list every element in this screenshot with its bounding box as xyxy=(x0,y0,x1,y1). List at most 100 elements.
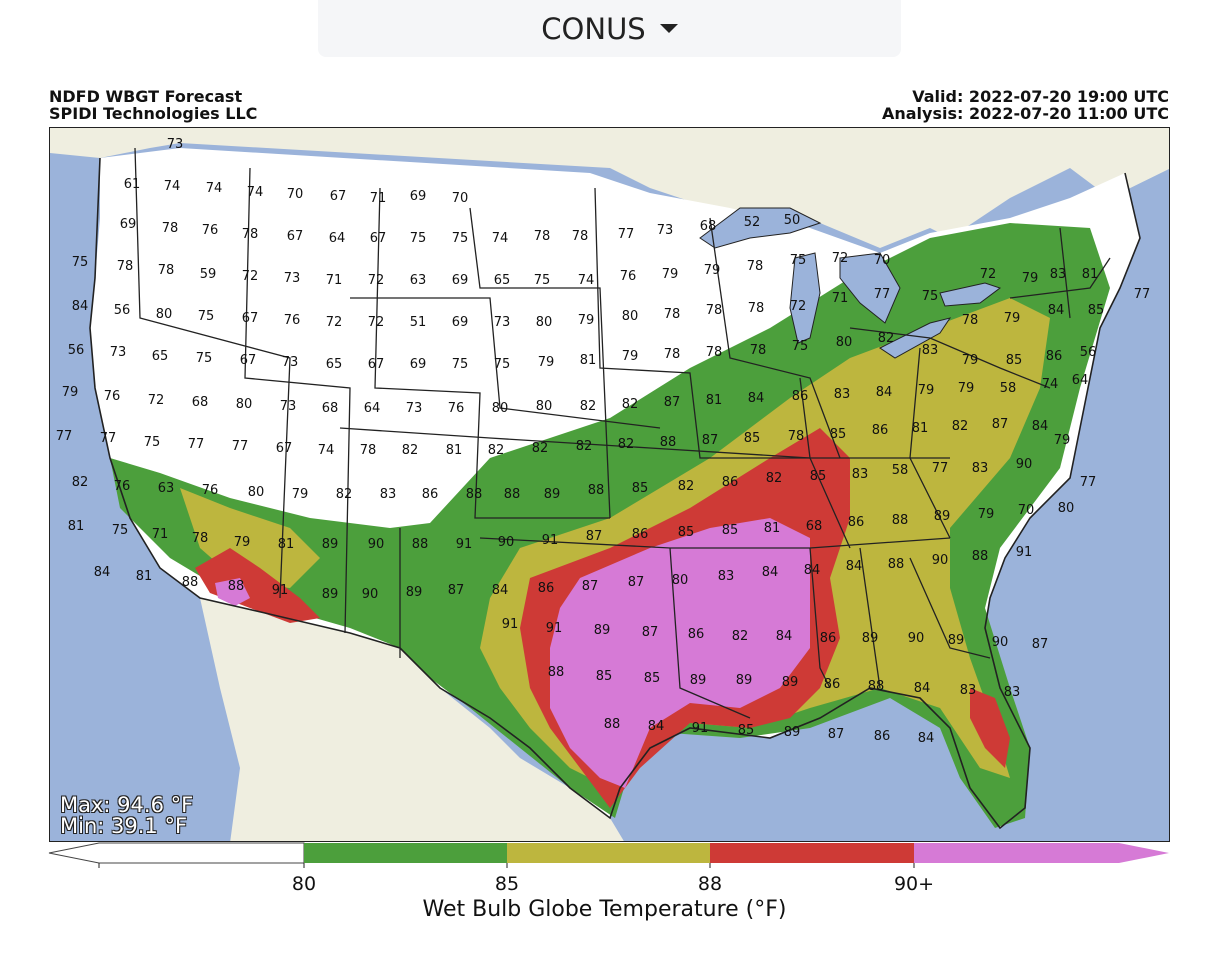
station-value-label: 75 xyxy=(494,357,511,372)
station-value-label: 82 xyxy=(488,443,505,458)
station-value-label: 82 xyxy=(532,441,549,456)
station-value-label: 78 xyxy=(162,221,179,236)
tick-label-88: 88 xyxy=(697,873,723,895)
station-value-label: 70 xyxy=(1018,503,1035,518)
station-value-label: 91 xyxy=(272,583,289,598)
station-value-label: 85 xyxy=(830,427,847,442)
station-value-label: 75 xyxy=(196,351,213,366)
station-value-label: 77 xyxy=(874,287,891,302)
station-value-label: 89 xyxy=(322,537,339,552)
station-value-label: 80 xyxy=(1058,501,1075,516)
station-value-label: 74 xyxy=(206,181,223,196)
station-value-label: 71 xyxy=(326,273,343,288)
lake-ontario xyxy=(939,282,1002,307)
tick-label-90plus: 90+ xyxy=(893,873,935,895)
station-value-label: 71 xyxy=(152,527,169,542)
caret-down-icon xyxy=(659,24,678,33)
station-value-label: 85 xyxy=(596,669,613,684)
station-value-label: 77 xyxy=(56,429,73,444)
station-value-label: 56 xyxy=(68,343,85,358)
map-header-left: NDFD WBGT Forecast SPIDI Technologies LL… xyxy=(49,88,257,122)
station-value-label: 79 xyxy=(62,385,79,400)
station-value-label: 84 xyxy=(918,731,935,746)
band-88-90-florida xyxy=(970,688,1010,768)
station-value-label: 89 xyxy=(690,673,707,688)
station-value-label: 82 xyxy=(766,471,783,486)
station-value-label: 90 xyxy=(368,537,385,552)
station-value-label: 69 xyxy=(452,273,469,288)
valid-time: Valid: 2022-07-20 19:00 UTC xyxy=(912,87,1169,106)
station-value-label: 84 xyxy=(1048,303,1065,318)
station-value-label: 91 xyxy=(542,533,559,548)
station-value-label: 81 xyxy=(278,537,295,552)
station-value-label: 84 xyxy=(748,391,765,406)
station-value-label: 75 xyxy=(792,339,809,354)
station-value-label: 75 xyxy=(198,309,215,324)
station-value-label: 76 xyxy=(448,401,465,416)
wbgt-map[interactable]: 73 61 74 74 74 70 67 71 69 70 69 78 76 78 67 64 67 75 75 74… xyxy=(49,127,1170,842)
station-value-label: 82 xyxy=(336,487,353,502)
station-value-label: 88 xyxy=(604,717,621,732)
station-value-label: 63 xyxy=(410,273,427,288)
station-value-label: 87 xyxy=(828,727,845,742)
station-value-label: 69 xyxy=(120,217,137,232)
station-value-label: 82 xyxy=(618,437,635,452)
station-value-label: 84 xyxy=(776,629,793,644)
station-value-label: 87 xyxy=(642,625,659,640)
region-selector[interactable]: CONUS xyxy=(318,0,901,57)
station-value-label: 68 xyxy=(806,519,823,534)
station-value-label: 82 xyxy=(72,475,89,490)
station-value-label: 76 xyxy=(284,313,301,328)
station-value-label: 86 xyxy=(688,627,705,642)
station-value-label: 86 xyxy=(538,581,555,596)
station-value-label: 75 xyxy=(410,231,427,246)
station-value-label: 81 xyxy=(912,421,929,436)
station-value-label: 86 xyxy=(874,729,891,744)
station-value-label: 80 xyxy=(248,485,265,500)
station-value-label: 84 xyxy=(876,385,893,400)
station-value-label: 73 xyxy=(282,355,299,370)
station-value-label: 88 xyxy=(412,537,429,552)
station-value-label: 88 xyxy=(466,487,483,502)
station-value-label: 84 xyxy=(72,299,89,314)
station-value-label: 91 xyxy=(692,721,709,736)
station-value-label: 70 xyxy=(452,191,469,206)
colorbar-below xyxy=(48,842,305,864)
station-value-label: 84 xyxy=(492,583,509,598)
station-value-label: 78 xyxy=(158,263,175,278)
station-value-label: 78 xyxy=(117,259,134,274)
land-north xyxy=(50,128,1169,248)
station-value-label: 80 xyxy=(156,307,173,322)
colorbar-88-90 xyxy=(710,843,914,863)
station-value-label: 86 xyxy=(722,475,739,490)
station-value-label: 89 xyxy=(406,585,423,600)
station-value-label: 91 xyxy=(456,537,473,552)
station-value-label: 81 xyxy=(764,521,781,536)
max-value: Max: 94.6 °F xyxy=(60,793,194,817)
station-value-label: 84 xyxy=(804,563,821,578)
station-value-label: 85 xyxy=(722,523,739,538)
station-value-label: 71 xyxy=(832,291,849,306)
station-value-label: 83 xyxy=(922,343,939,358)
station-value-label: 77 xyxy=(1080,475,1097,490)
station-value-label: 80 xyxy=(672,573,689,588)
station-value-label: 68 xyxy=(700,219,717,234)
station-value-label: 84 xyxy=(648,719,665,734)
station-value-label: 88 xyxy=(660,435,677,450)
station-value-label: 79 xyxy=(1004,311,1021,326)
station-value-label: 79 xyxy=(962,353,979,368)
station-value-label: 82 xyxy=(732,629,749,644)
station-value-label: 70 xyxy=(874,253,891,268)
station-value-label: 79 xyxy=(1022,271,1039,286)
station-value-label: 67 xyxy=(276,441,293,456)
lake-michigan xyxy=(789,252,821,344)
station-value-label: 78 xyxy=(664,347,681,362)
station-value-label: 91 xyxy=(1016,545,1033,560)
station-value-label: 87 xyxy=(582,579,599,594)
station-value-label: 85 xyxy=(1006,353,1023,368)
station-value-label: 77 xyxy=(232,439,249,454)
station-value-label: 78 xyxy=(534,229,551,244)
band-90-plus xyxy=(550,518,810,788)
station-value-label: 79 xyxy=(578,313,595,328)
station-value-label: 78 xyxy=(748,301,765,316)
